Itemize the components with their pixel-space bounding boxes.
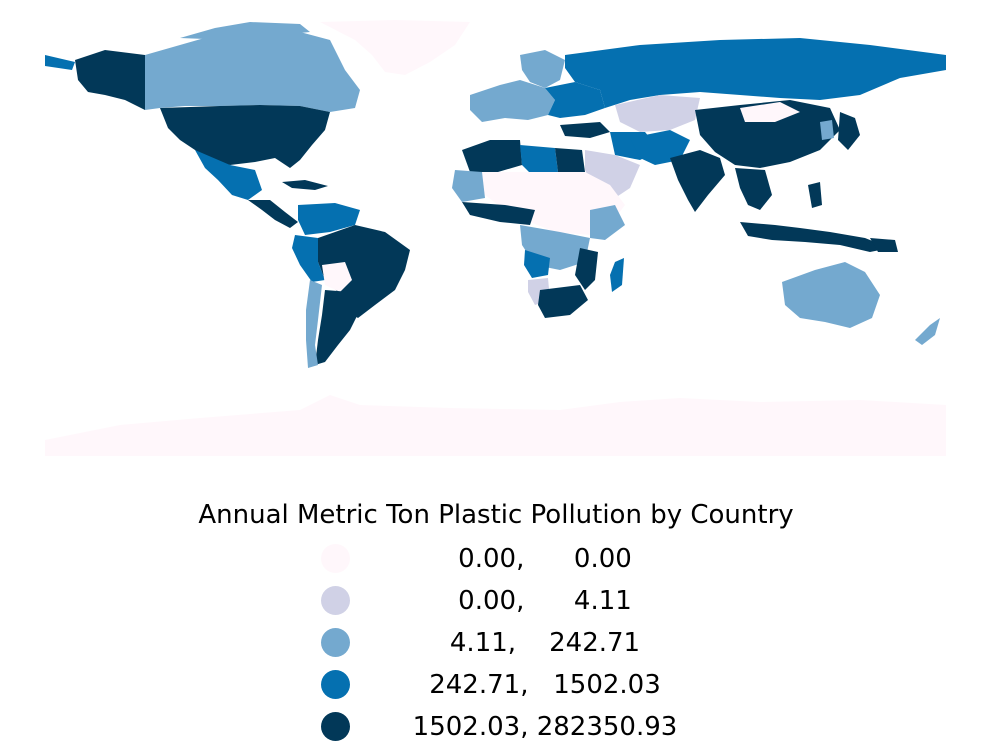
region-turkey <box>560 122 610 138</box>
legend-swatch <box>321 544 350 573</box>
region-bolivia <box>322 262 352 292</box>
world-map-svg <box>45 20 946 456</box>
region-china <box>695 100 840 168</box>
legend-label: 0.00, 0.00 <box>458 544 632 574</box>
legend-item: 0.00, 4.11 <box>0 580 992 622</box>
region-north-africa-west <box>462 140 522 172</box>
legend-swatch <box>321 670 350 699</box>
legend-label: 4.11, 242.71 <box>449 628 641 658</box>
region-south-africa <box>538 285 588 318</box>
region-india <box>670 150 725 212</box>
region-kazakhstan <box>615 95 700 132</box>
region-greenland <box>320 20 470 75</box>
legend-label: 0.00, 4.11 <box>458 586 632 616</box>
region-scandinavia <box>520 50 565 88</box>
legend-item: 1502.03, 282350.93 <box>0 706 992 748</box>
legend-label: 1502.03, 282350.93 <box>412 712 678 742</box>
region-egypt <box>555 148 585 172</box>
region-canada <box>145 30 360 112</box>
region-canada-islands <box>180 22 310 40</box>
region-philippines <box>808 182 822 208</box>
legend-title: Annual Metric Ton Plastic Pollution by C… <box>198 500 794 530</box>
map-legend: Annual Metric Ton Plastic Pollution by C… <box>0 492 992 748</box>
region-alaska-tip <box>45 55 75 70</box>
world-choropleth-map <box>45 20 946 456</box>
legend-items: 0.00, 0.00 0.00, 4.11 4.11, 242.71 242.7… <box>0 538 992 748</box>
legend-swatch <box>321 712 350 741</box>
region-australia <box>782 262 880 328</box>
region-europe-east <box>545 82 605 118</box>
region-antarctica <box>45 395 946 456</box>
region-chile <box>306 280 322 368</box>
region-iran <box>630 130 690 165</box>
legend-swatch <box>321 628 350 657</box>
legend-swatch <box>321 586 350 615</box>
legend-item: 0.00, 0.00 <box>0 538 992 580</box>
legend-item: 242.71, 1502.03 <box>0 664 992 706</box>
region-peru <box>292 235 325 282</box>
region-east-africa <box>590 205 625 240</box>
region-colombia-venezuela <box>298 203 360 235</box>
region-japan <box>838 112 860 150</box>
region-mexico <box>195 150 262 200</box>
region-west-africa <box>462 202 535 225</box>
region-mongolia <box>740 102 800 122</box>
region-europe-west <box>470 80 555 122</box>
region-mozambique <box>575 248 598 290</box>
region-usa <box>160 105 330 168</box>
region-sahel <box>480 172 625 235</box>
region-png <box>870 238 898 252</box>
region-central-america <box>248 200 298 228</box>
region-russia <box>565 38 946 108</box>
region-korea <box>820 120 834 140</box>
region-argentina <box>315 290 360 365</box>
region-indonesia <box>740 222 890 252</box>
region-new-zealand <box>915 318 940 345</box>
region-madagascar <box>610 258 624 292</box>
legend-item: 4.11, 242.71 <box>0 622 992 664</box>
region-west-africa-west <box>452 170 485 202</box>
region-alaska <box>75 50 145 110</box>
region-libya <box>520 145 558 175</box>
region-se-asia <box>735 168 772 210</box>
region-caribbean <box>282 180 328 190</box>
legend-label: 242.71, 1502.03 <box>429 670 661 700</box>
region-congo <box>524 250 550 278</box>
